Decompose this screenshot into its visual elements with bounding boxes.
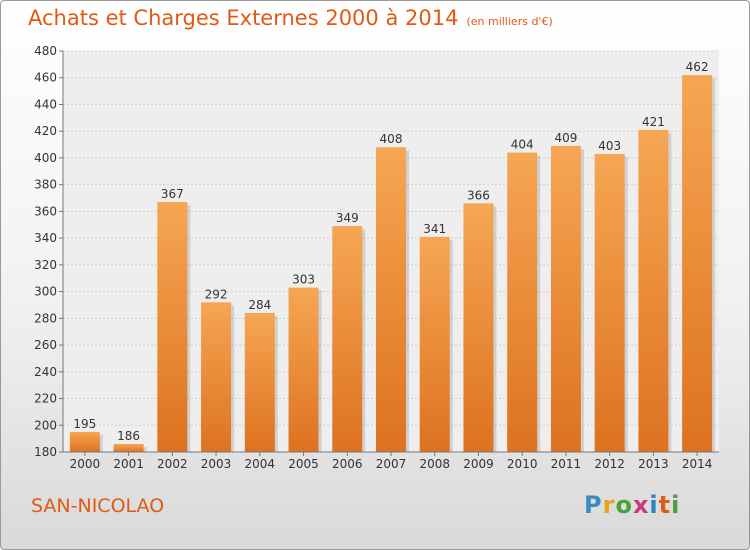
x-tick-label: 2005 <box>288 457 319 471</box>
chart-title: Achats et Charges Externes 2000 à 2014 (e… <box>28 6 553 30</box>
y-tick-label: 380 <box>34 178 57 192</box>
bar-value-label: 366 <box>467 188 490 202</box>
y-tick-label: 260 <box>34 338 57 352</box>
logo-letter: t <box>658 491 672 519</box>
bar-2000 <box>69 431 100 452</box>
bar-2006 <box>332 226 363 452</box>
bar-value-label: 195 <box>73 417 96 431</box>
bar-value-label: 462 <box>686 60 709 74</box>
bar-value-label: 349 <box>336 211 359 225</box>
logo-letter: i <box>671 491 681 519</box>
chart-title-text: Achats et Charges Externes 2000 à 2014 <box>28 6 459 30</box>
y-tick-label: 320 <box>34 258 57 272</box>
bar-2003 <box>201 302 232 452</box>
bar-2001 <box>113 443 144 452</box>
y-tick-label: 280 <box>34 311 57 325</box>
x-tick-label: 2014 <box>682 457 713 471</box>
bar-2008 <box>419 236 450 452</box>
bar-value-label: 284 <box>248 298 271 312</box>
bar-value-label: 403 <box>598 139 621 153</box>
y-tick-label: 200 <box>34 418 57 432</box>
proxiti-logo: Proxiti <box>584 491 680 519</box>
bar-2010 <box>507 152 538 452</box>
chart-subtitle: (en milliers d'€) <box>466 15 553 28</box>
x-tick-label: 2008 <box>419 457 450 471</box>
bar-value-label: 186 <box>117 429 140 443</box>
bar-value-label: 409 <box>554 131 577 145</box>
x-tick-label: 2004 <box>245 457 276 471</box>
logo-letter: x <box>632 491 650 519</box>
logo-letter: o <box>615 491 633 519</box>
x-tick-label: 2011 <box>551 457 582 471</box>
bar-value-label: 292 <box>205 287 228 301</box>
bar-2014 <box>682 75 713 452</box>
y-tick-label: 180 <box>34 445 57 459</box>
x-tick-label: 2013 <box>638 457 669 471</box>
x-tick-label: 2003 <box>201 457 232 471</box>
y-tick-label: 440 <box>34 97 57 111</box>
x-tick-label: 2000 <box>70 457 101 471</box>
x-tick-label: 2012 <box>594 457 625 471</box>
bar-value-label: 404 <box>511 138 534 152</box>
bar-2012 <box>594 153 625 452</box>
logo-letter: P <box>584 491 603 519</box>
logo-letter: r <box>602 491 616 519</box>
city-name: SAN-NICOLAO <box>31 495 165 517</box>
y-tick-label: 360 <box>34 204 57 218</box>
bar-value-label: 367 <box>161 187 184 201</box>
bar-2011 <box>550 145 581 453</box>
bar-value-label: 341 <box>423 222 446 236</box>
x-tick-label: 2001 <box>113 457 144 471</box>
x-tick-label: 2010 <box>507 457 538 471</box>
y-tick-label: 240 <box>34 365 57 379</box>
bar-value-label: 421 <box>642 115 665 129</box>
bar-value-label: 303 <box>292 273 315 287</box>
x-tick-label: 2006 <box>332 457 363 471</box>
bar-value-label: 408 <box>380 132 403 146</box>
bar-2007 <box>376 147 406 453</box>
bar-2004 <box>244 312 275 452</box>
y-tick-label: 300 <box>34 285 57 299</box>
y-tick-label: 460 <box>34 71 57 85</box>
x-tick-label: 2007 <box>376 457 407 471</box>
y-tick-label: 420 <box>34 124 57 138</box>
x-tick-label: 2009 <box>463 457 494 471</box>
bar-2009 <box>463 203 494 452</box>
y-tick-label: 220 <box>34 392 57 406</box>
y-tick-label: 400 <box>34 151 57 165</box>
y-tick-label: 340 <box>34 231 57 245</box>
bar-2005 <box>288 287 319 452</box>
y-tick-label: 480 <box>34 44 57 58</box>
logo-letter: i <box>649 491 659 519</box>
bar-2002 <box>157 202 188 452</box>
x-tick-label: 2002 <box>157 457 188 471</box>
bar-2013 <box>638 129 669 452</box>
